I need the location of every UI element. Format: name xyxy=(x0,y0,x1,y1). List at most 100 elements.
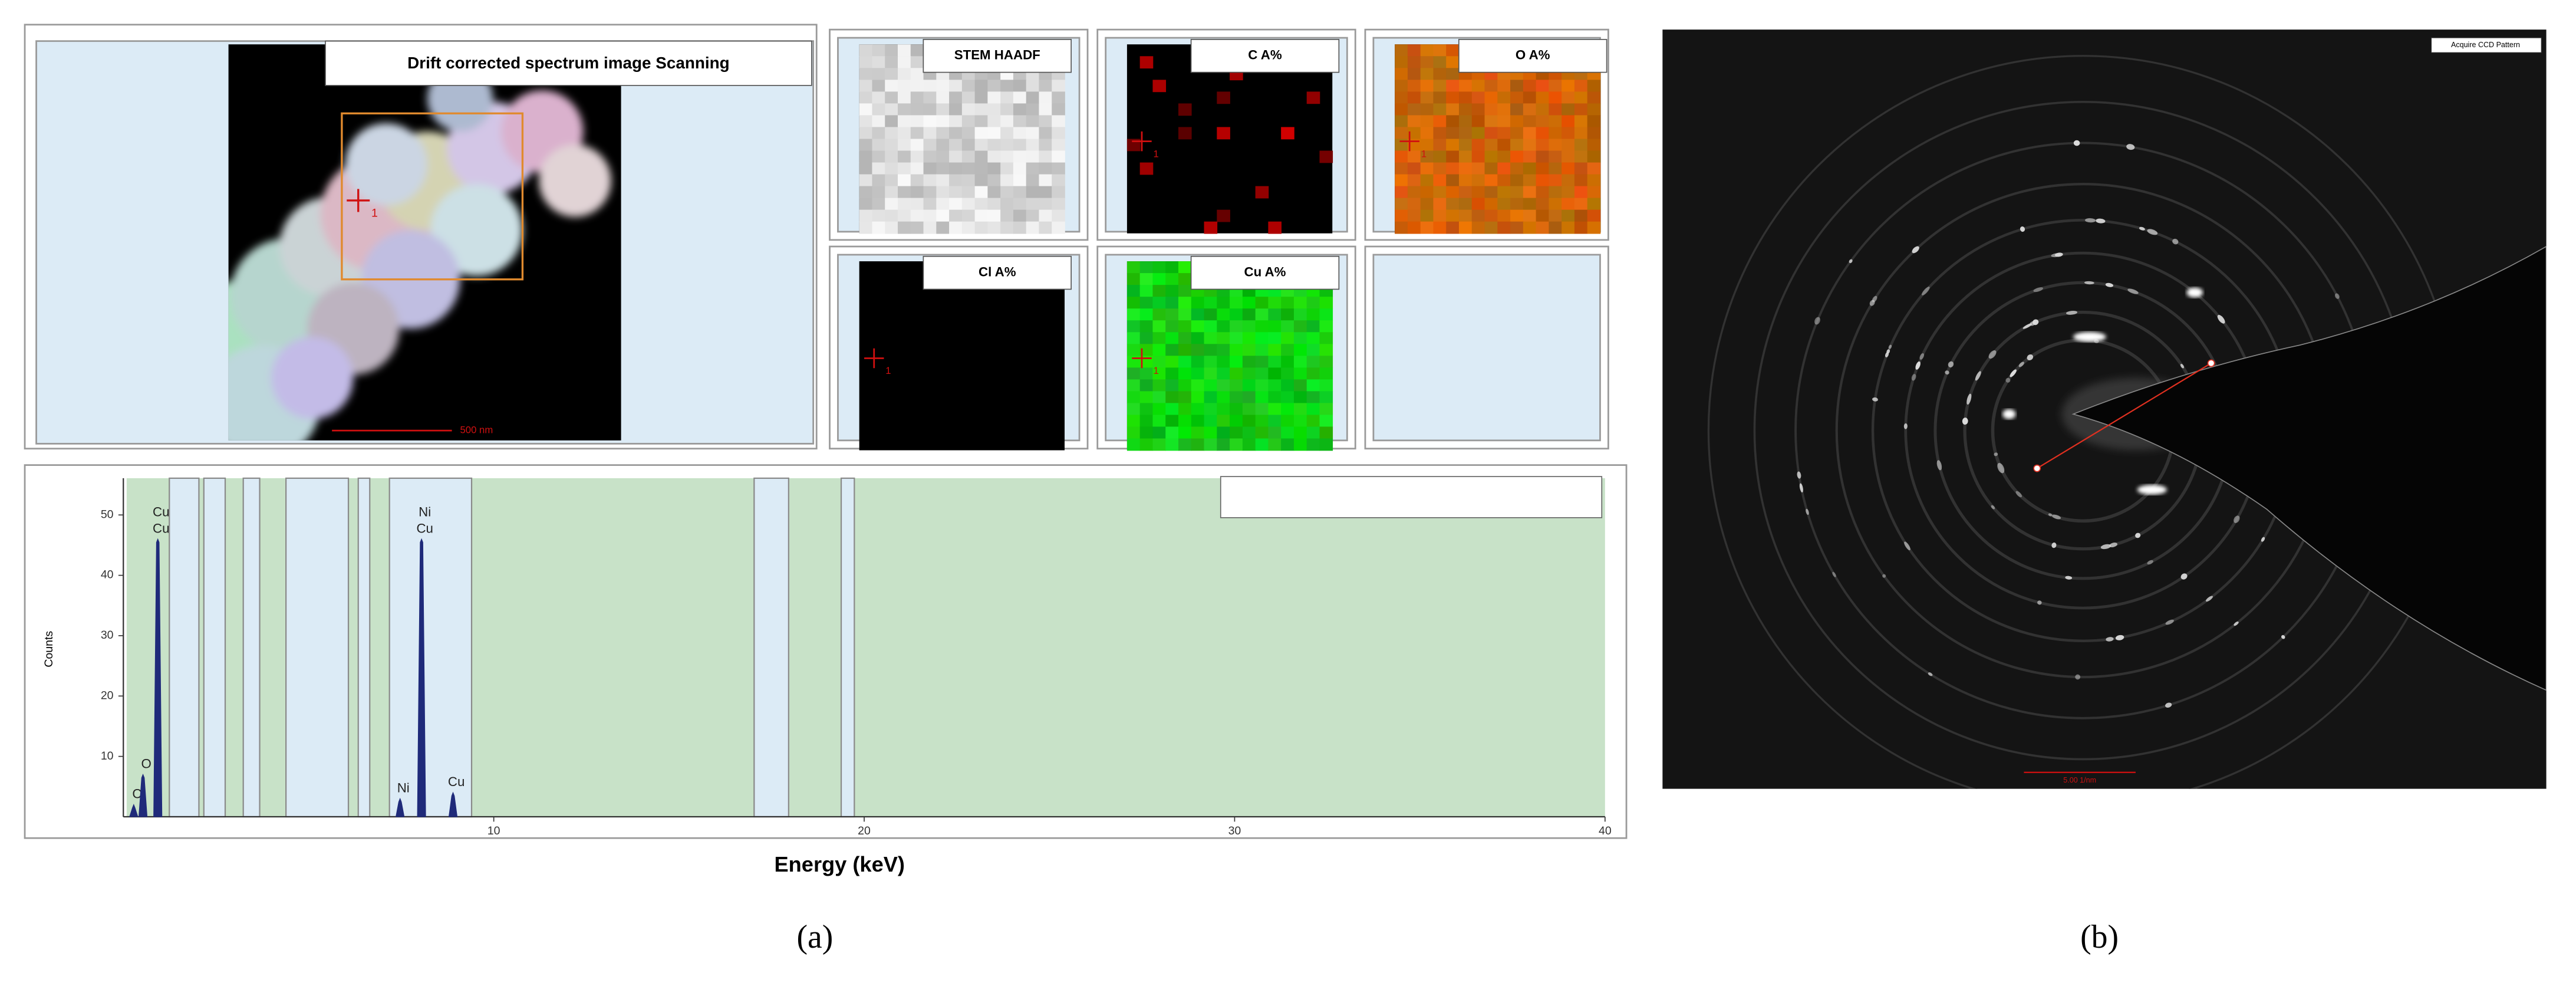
diffraction-spot xyxy=(2051,253,2061,258)
map-pixel xyxy=(1484,139,1498,152)
map-pixel xyxy=(1523,127,1537,140)
map-pixel xyxy=(897,103,911,116)
map-pixel xyxy=(1484,103,1498,116)
map-pixel xyxy=(1013,115,1027,128)
map-pixel xyxy=(910,68,924,81)
map-pixel xyxy=(1562,139,1575,152)
map-pixel xyxy=(1484,198,1498,211)
map-pixel xyxy=(1026,103,1040,116)
map-pixel xyxy=(910,127,924,140)
map-pixel xyxy=(961,127,976,140)
map-pixel xyxy=(1587,221,1601,234)
map-pixel xyxy=(897,80,911,93)
diffraction-spot xyxy=(2048,513,2053,517)
map-pixel xyxy=(1013,186,1027,199)
map-pixel xyxy=(1230,308,1243,321)
map-pixel xyxy=(910,150,924,163)
map-pixel xyxy=(974,209,989,222)
map-pixel xyxy=(1217,332,1230,345)
spectrum-peak xyxy=(138,773,148,817)
map-pixel xyxy=(1562,186,1575,199)
map-pixel xyxy=(897,68,911,81)
map-pixel xyxy=(1126,367,1141,380)
map-pixel xyxy=(1178,367,1192,380)
map-pixel xyxy=(1178,320,1192,333)
map-pixel xyxy=(1255,320,1269,333)
map-pixel xyxy=(1497,91,1511,104)
spectrum-peak xyxy=(396,797,405,817)
legend-box xyxy=(1220,476,1603,518)
map-pixel xyxy=(1268,391,1282,404)
map-pixel xyxy=(923,174,937,187)
map-pixel xyxy=(1230,344,1243,357)
map-pixel xyxy=(961,115,976,128)
diffraction-spot xyxy=(2261,537,2265,542)
map-pixel xyxy=(1217,415,1230,428)
map-pixel xyxy=(1293,320,1307,333)
map-pixel xyxy=(1268,426,1282,439)
map-pixel xyxy=(1152,391,1167,404)
map-pixel xyxy=(1562,115,1575,128)
map-pixel xyxy=(1242,438,1256,451)
map-pixel xyxy=(1319,356,1333,369)
map-pixel xyxy=(1536,91,1550,104)
map-pixel xyxy=(1052,198,1065,211)
map-pixel xyxy=(1523,186,1537,199)
map-pixel xyxy=(987,91,1001,104)
map-pixel xyxy=(949,115,963,128)
map-pixel xyxy=(1407,198,1421,211)
map-pixel xyxy=(1152,320,1167,333)
map-pixel xyxy=(1587,91,1601,104)
map-pixel xyxy=(961,198,976,211)
map-pixel xyxy=(1126,297,1141,310)
map-pixel xyxy=(1446,91,1460,104)
map-pixel xyxy=(1562,174,1575,187)
map-pixel xyxy=(1420,115,1434,128)
map-pixel xyxy=(1000,80,1014,93)
map-pixel xyxy=(974,91,989,104)
map-pixel xyxy=(885,68,898,81)
diffraction-spot xyxy=(1904,541,1910,551)
peak-label: Ni xyxy=(419,504,431,519)
map-pixel xyxy=(1407,127,1421,140)
diffraction-spot xyxy=(2073,140,2080,146)
map-pixel xyxy=(1165,261,1179,274)
map-pixel xyxy=(936,198,950,211)
map-pixel xyxy=(1562,221,1575,234)
diffraction-spot xyxy=(2005,377,2011,383)
map-pixel xyxy=(1039,91,1053,104)
map-pixel xyxy=(1523,209,1537,222)
map-pixel xyxy=(949,150,963,163)
map-pixel xyxy=(936,150,950,163)
diffraction-spot xyxy=(2015,491,2022,498)
map-pixel xyxy=(1242,344,1256,357)
roi-background xyxy=(126,478,1605,817)
map-pixel xyxy=(1458,221,1473,234)
map-pixel xyxy=(885,103,898,116)
marker-label: 1 xyxy=(1421,148,1427,159)
map-pixel xyxy=(1395,174,1408,187)
map-pixel xyxy=(1000,103,1014,116)
spectrum-peak xyxy=(129,804,139,817)
diffraction-spot xyxy=(2109,543,2118,548)
map-pixel xyxy=(1152,403,1167,416)
map-pixel xyxy=(1139,415,1154,428)
map-pixel xyxy=(885,174,898,187)
map-pixel xyxy=(974,221,989,234)
map-pixel xyxy=(1217,209,1230,222)
map-pixel xyxy=(1549,209,1562,222)
map-pixel xyxy=(1562,91,1575,104)
map-pixel xyxy=(1407,162,1421,175)
map-pixel xyxy=(936,186,950,199)
map-pixel xyxy=(1471,198,1485,211)
diffraction-spot xyxy=(2027,354,2034,360)
map-pixel xyxy=(859,174,873,187)
map-pixel xyxy=(1255,438,1269,451)
map-pixel xyxy=(936,209,950,222)
map-pixel xyxy=(1293,367,1307,380)
map-pixel xyxy=(1587,127,1601,140)
diffraction-spot xyxy=(2106,637,2114,642)
map-pixel xyxy=(1319,426,1333,439)
map-pixel xyxy=(1484,80,1498,93)
map-pixel xyxy=(1536,209,1550,222)
